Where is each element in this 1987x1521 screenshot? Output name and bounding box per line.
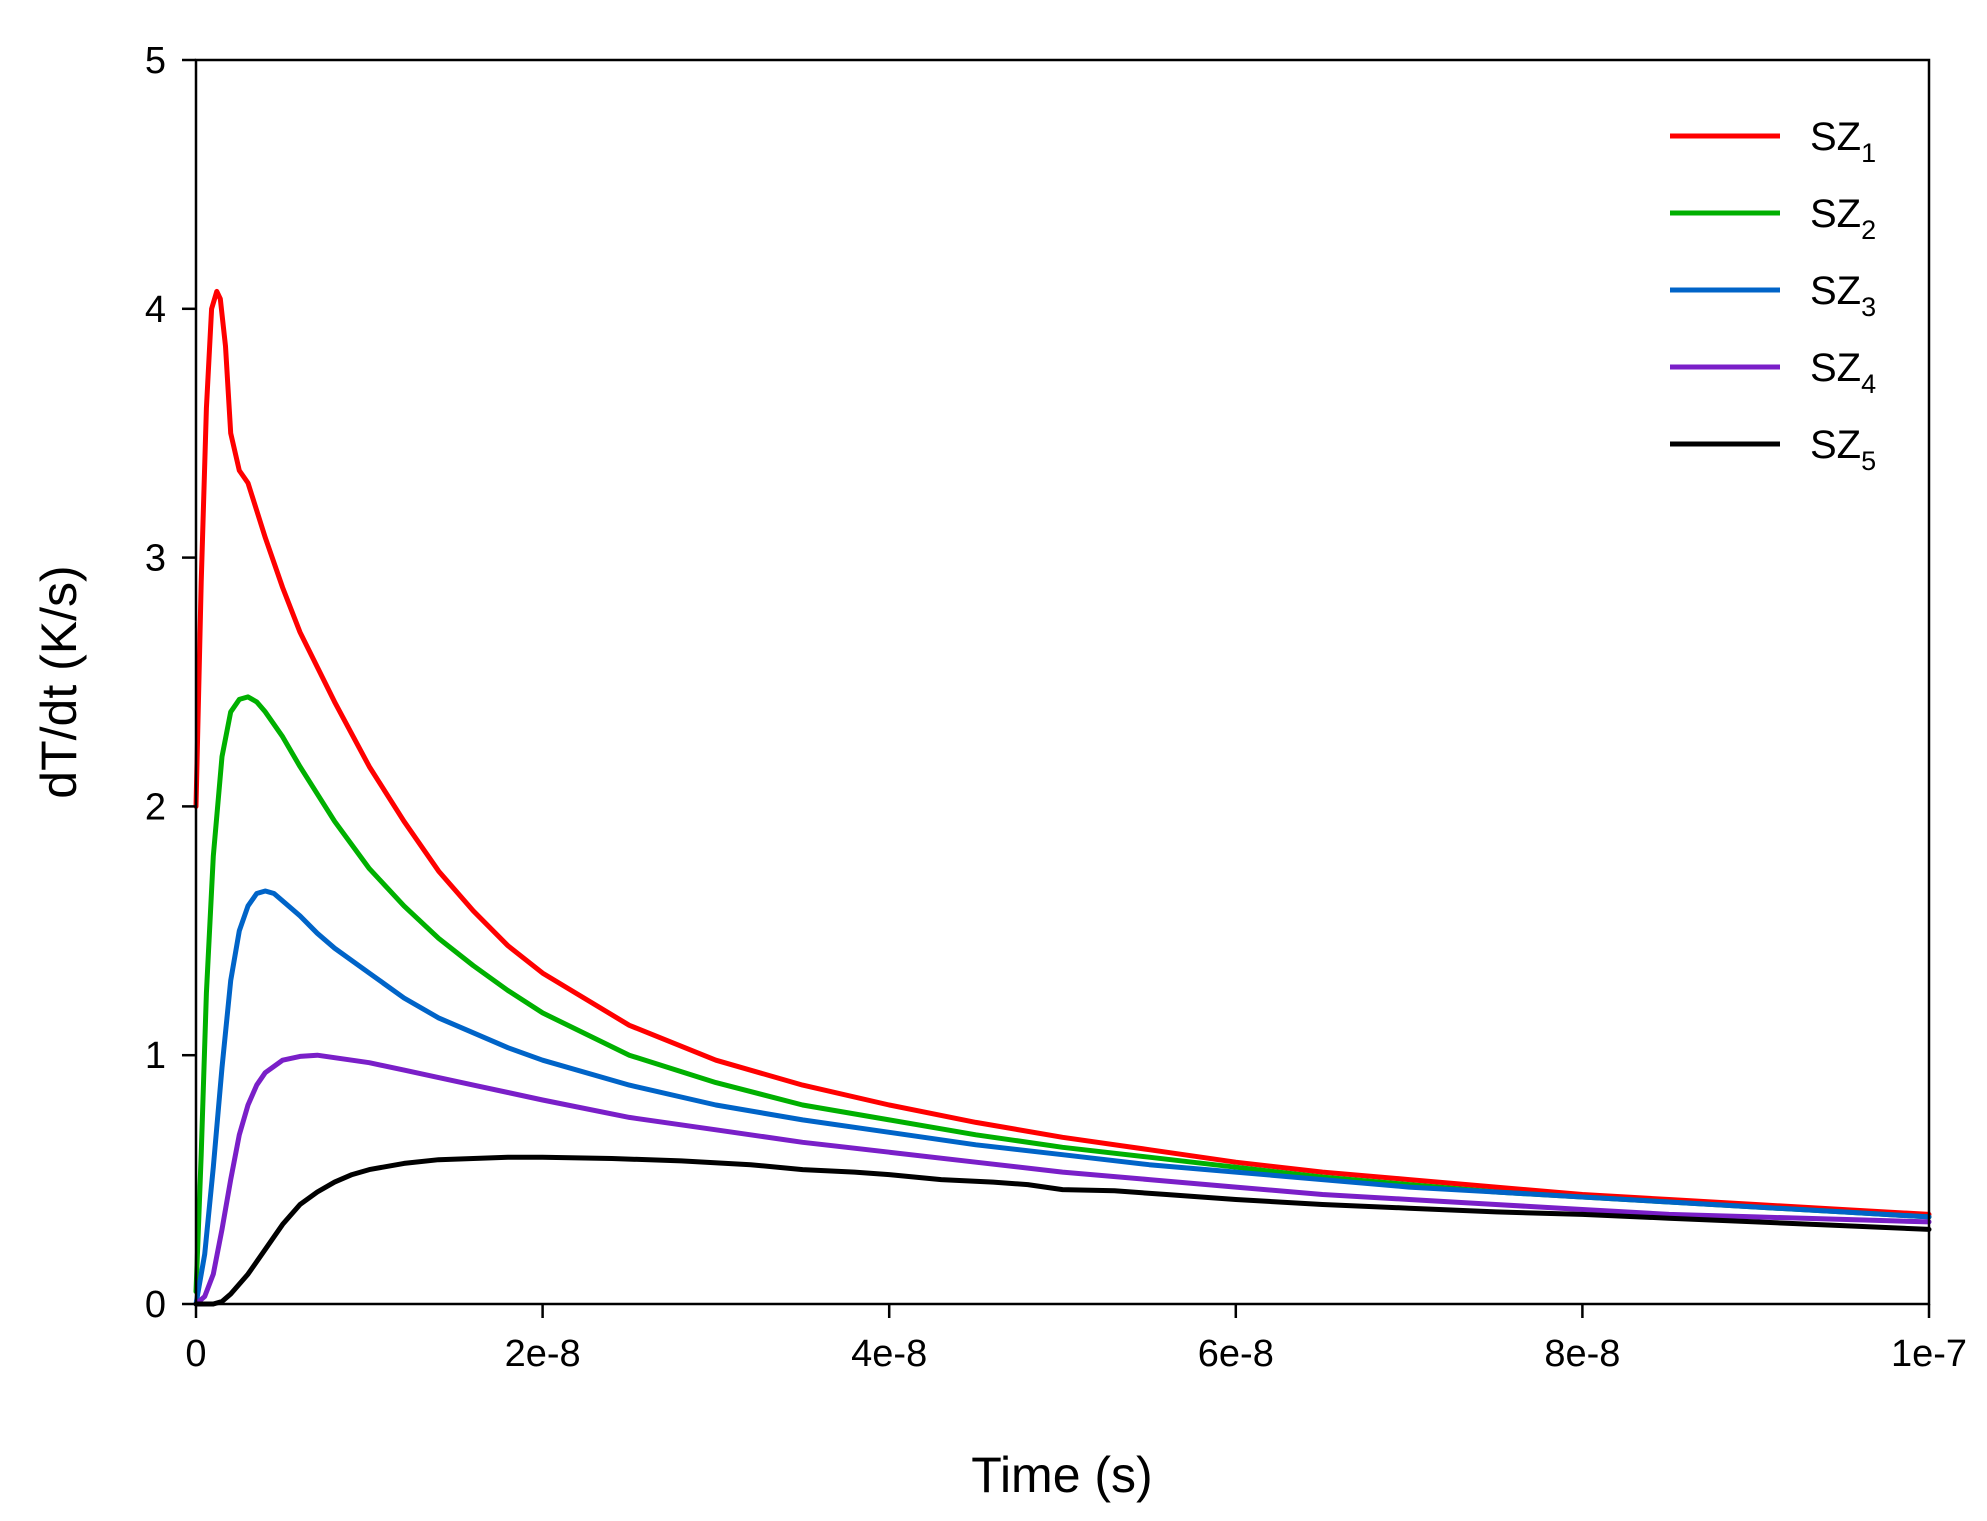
y-tick-label: 5 [145, 40, 166, 82]
series-line-sz3 [193, 888, 1932, 1307]
legend-item-sz3: SZ3 [1670, 269, 1876, 322]
y-tick-label: 2 [145, 786, 166, 828]
series-line-sz1 [193, 288, 1932, 1217]
x-tick-label: 4e-8 [851, 1333, 927, 1375]
legend-label-base: SZ [1810, 346, 1861, 390]
legend-label-subscript: 3 [1861, 292, 1876, 322]
legend-label: SZ5 [1810, 423, 1876, 476]
y-tick-label: 4 [145, 289, 166, 331]
legend-label-subscript: 5 [1861, 446, 1876, 476]
x-axis-title: Time (s) [971, 1447, 1152, 1503]
series-layer [193, 288, 1932, 1307]
legend-item-sz4: SZ4 [1670, 346, 1876, 399]
plot-background [196, 60, 1929, 1304]
legend-label: SZ1 [1810, 115, 1876, 168]
legend-item-sz1: SZ1 [1670, 115, 1876, 168]
legend-label: SZ2 [1810, 192, 1876, 245]
y-axis-title: dT/dt (K/s) [31, 565, 87, 798]
legend-label-subscript: 4 [1861, 369, 1876, 399]
x-axis: 0 2e-8 4e-8 6e-8 8e-8 1e-7 [185, 1304, 1967, 1375]
x-tick-label: 6e-8 [1198, 1333, 1274, 1375]
x-tick-label: 2e-8 [505, 1333, 581, 1375]
y-tick-label: 1 [145, 1035, 166, 1077]
y-tick-label: 3 [145, 538, 166, 580]
series-line-sz4 [193, 1052, 1932, 1307]
series-line-sz5 [193, 1154, 1932, 1307]
y-tick-label: 0 [145, 1284, 166, 1326]
legend-label: SZ3 [1810, 269, 1876, 322]
x-tick-label: 1e-7 [1891, 1333, 1967, 1375]
legend-label: SZ4 [1810, 346, 1876, 399]
legend-label-base: SZ [1810, 423, 1861, 467]
x-tick-label: 0 [185, 1333, 206, 1375]
x-tick-label: 8e-8 [1544, 1333, 1620, 1375]
legend-label-base: SZ [1810, 115, 1861, 159]
legend-label-base: SZ [1810, 192, 1861, 236]
legend-item-sz5: SZ5 [1670, 423, 1876, 476]
legend-item-sz2: SZ2 [1670, 192, 1876, 245]
legend-label-subscript: 2 [1861, 215, 1876, 245]
y-axis: 0 1 2 3 4 5 [145, 40, 196, 1326]
legend-label-subscript: 1 [1861, 138, 1876, 168]
legend-label-base: SZ [1810, 269, 1861, 313]
plot-frame [194, 58, 1931, 1306]
